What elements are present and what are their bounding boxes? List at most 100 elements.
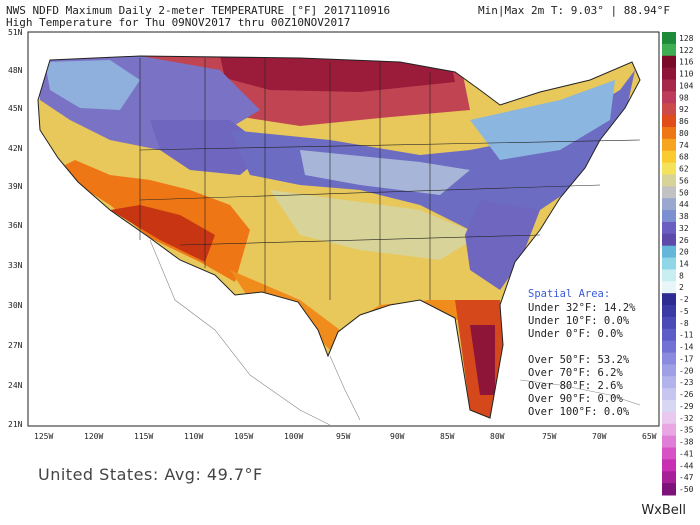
colorbar-swatch xyxy=(662,126,676,140)
colorbar-swatch xyxy=(662,376,676,389)
colorbar-swatch xyxy=(662,79,676,92)
svg-text:90W: 90W xyxy=(390,432,405,441)
spatial-area-stats: Under 32°F: 14.2% Under 10°F: 0.0% Under… xyxy=(528,302,636,418)
colorbar-swatch xyxy=(662,293,676,306)
svg-text:33N: 33N xyxy=(8,261,23,270)
colorbar-swatch xyxy=(662,245,676,259)
map-title: NWS NDFD Maximum Daily 2-meter TEMPERATU… xyxy=(6,4,391,17)
colorbar-label: 62 xyxy=(679,165,689,174)
colorbar-swatch xyxy=(662,221,676,235)
colorbar-label: -2 xyxy=(679,295,689,304)
svg-text:27N: 27N xyxy=(8,341,23,350)
svg-text:Over 50°F: 53.2%: Over 50°F: 53.2% xyxy=(528,354,630,366)
svg-text:51N: 51N xyxy=(8,28,23,37)
colorbar-label: 92 xyxy=(679,105,689,114)
svg-text:Under 0°F: 0.0%: Under 0°F: 0.0% xyxy=(528,328,624,340)
colorbar-swatch xyxy=(662,447,676,460)
colorbar-label: -41 xyxy=(679,449,694,458)
us-outline xyxy=(37,55,641,419)
colorbar-swatch xyxy=(662,233,676,247)
colorbar-swatch xyxy=(662,43,676,57)
svg-text:21N: 21N xyxy=(8,420,23,429)
colorbar-label: 14 xyxy=(679,260,689,269)
colorbar-swatch xyxy=(662,281,676,294)
colorbar-label: -14 xyxy=(679,343,694,352)
colorbar-label: -44 xyxy=(679,461,694,470)
colorbar-label: -17 xyxy=(679,354,694,363)
colorbar-label: 68 xyxy=(679,153,689,162)
colorbar-swatch xyxy=(662,91,676,104)
colorbar-swatch xyxy=(662,316,676,330)
colorbar-label: -20 xyxy=(679,366,694,375)
colorbar-label: -47 xyxy=(679,473,694,482)
us-average-temperature: United States: Avg: 49.7°F xyxy=(38,465,263,484)
colorbar-label: -32 xyxy=(679,414,694,423)
svg-text:85W: 85W xyxy=(440,432,455,441)
colorbar-label: 80 xyxy=(679,129,689,138)
min-max-readout: Min|Max 2m T: 9.03° | 88.94°F xyxy=(478,4,671,17)
colorbar-label: -38 xyxy=(679,438,694,447)
colorbar-swatch xyxy=(662,150,676,164)
colorbar-label: 8 xyxy=(679,271,684,280)
svg-text:30N: 30N xyxy=(8,301,23,310)
svg-text:65W: 65W xyxy=(642,432,657,441)
svg-text:Over 100°F: 0.0%: Over 100°F: 0.0% xyxy=(528,406,630,418)
colorbar-swatch xyxy=(662,471,676,484)
colorbar-swatch xyxy=(662,328,676,342)
svg-text:100W: 100W xyxy=(284,432,303,441)
colorbar-label: -5 xyxy=(679,307,689,316)
colorbar-swatch xyxy=(662,198,676,211)
neighbor-outlines xyxy=(149,239,641,426)
colorbar-swatch xyxy=(662,32,676,45)
colorbar-swatch xyxy=(662,162,676,175)
colorbar-swatch xyxy=(662,305,676,318)
colorbar-swatch xyxy=(662,459,676,472)
svg-text:110W: 110W xyxy=(184,432,203,441)
colorbar-label: 20 xyxy=(679,248,689,257)
svg-text:39N: 39N xyxy=(8,182,23,191)
svg-text:95W: 95W xyxy=(336,432,351,441)
colorbar-label: -35 xyxy=(679,426,694,435)
colorbar-swatch xyxy=(662,435,676,449)
longitude-labels: 125W 120W 115W 110W 105W 100W 95W 90W 85… xyxy=(34,432,657,441)
colorbar-label: 110 xyxy=(679,70,694,79)
temperature-colorbar: 128 122 116 110 104 98 92 86 80 74 68 62 56 50 44 38 32 2… xyxy=(662,32,694,496)
state-lines xyxy=(139,58,641,305)
latitude-labels: 51N 48N 45N 42N 39N 36N 33N 30N 27N 24N … xyxy=(8,28,23,429)
svg-text:24N: 24N xyxy=(8,381,23,390)
svg-text:120W: 120W xyxy=(84,432,103,441)
colorbar-label: 122 xyxy=(679,46,694,55)
colorbar-label: 116 xyxy=(679,58,694,67)
svg-text:80W: 80W xyxy=(490,432,505,441)
colorbar-swatch xyxy=(662,400,676,413)
colorbar-label: 86 xyxy=(679,117,689,126)
colorbar-swatch xyxy=(662,138,676,152)
svg-text:Under 32°F: 14.2%: Under 32°F: 14.2% xyxy=(528,302,636,314)
colorbar-swatch xyxy=(662,174,676,187)
svg-text:42N: 42N xyxy=(8,144,23,153)
svg-text:48N: 48N xyxy=(8,66,23,75)
colorbar-label: 2 xyxy=(679,283,684,292)
svg-text:45N: 45N xyxy=(8,104,23,113)
colorbar-label: 44 xyxy=(679,200,689,209)
colorbar-swatch xyxy=(662,55,676,69)
colorbar-label: 26 xyxy=(679,236,689,245)
colorbar-swatch xyxy=(662,340,676,354)
svg-text:36N: 36N xyxy=(8,221,23,230)
colorbar-label: 38 xyxy=(679,212,689,221)
svg-text:70W: 70W xyxy=(592,432,607,441)
colorbar-swatch xyxy=(662,352,676,365)
colorbar-label: -11 xyxy=(679,331,694,340)
colorbar-swatch xyxy=(662,257,676,270)
colorbar-label: 98 xyxy=(679,93,689,102)
colorbar-label: 32 xyxy=(679,224,689,233)
colorbar-swatch xyxy=(662,269,676,282)
colorbar-label: 104 xyxy=(679,81,694,90)
colorbar-label: -23 xyxy=(679,378,694,387)
colorbar-swatch xyxy=(662,411,676,425)
colorbar-swatch xyxy=(662,67,676,80)
svg-text:Over 90°F: 0.0%: Over 90°F: 0.0% xyxy=(528,393,624,405)
colorbar-swatch xyxy=(662,115,676,128)
svg-text:125W: 125W xyxy=(34,432,53,441)
